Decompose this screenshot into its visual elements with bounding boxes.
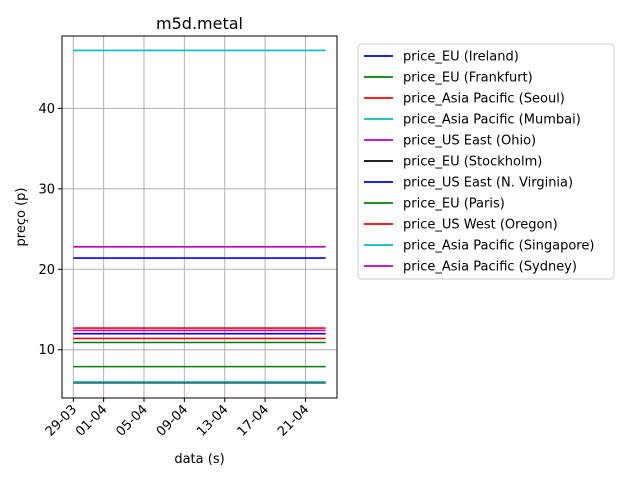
legend-entry: price_US East (Ohio) bbox=[403, 134, 536, 149]
legend-entry: price_Asia Pacific (Seoul) bbox=[403, 92, 565, 107]
legend-box bbox=[357, 43, 615, 280]
x-tick-label: 09-04 bbox=[154, 402, 191, 439]
y-tick-label: 10 bbox=[38, 343, 55, 358]
legend-entry: price_EU (Stockholm) bbox=[403, 155, 542, 170]
y-tick-label: 30 bbox=[38, 182, 55, 197]
legend-entry: price_US East (N. Virginia) bbox=[403, 176, 573, 191]
x-tick-label: 17-04 bbox=[235, 402, 272, 439]
legend-entry: price_Asia Pacific (Singapore) bbox=[403, 239, 594, 254]
y-axis-label: preço (p) bbox=[14, 188, 29, 247]
legend: price_EU (Ireland) price_EU (Frankfurt) pr… bbox=[357, 43, 615, 280]
y-tick-label: 20 bbox=[38, 263, 55, 278]
x-tick-label: 01-04 bbox=[73, 402, 110, 439]
legend-entry: price_Asia Pacific (Mumbai) bbox=[403, 113, 581, 128]
x-tick-label: 13-04 bbox=[194, 402, 231, 439]
x-tick-label: 05-04 bbox=[114, 402, 151, 439]
plot-area-frame bbox=[61, 35, 338, 399]
series-lines bbox=[73, 49, 326, 384]
legend-entry: price_EU (Paris) bbox=[403, 197, 505, 212]
x-tick-label: 21-04 bbox=[275, 402, 312, 439]
legend-entry: price_EU (Frankfurt) bbox=[403, 71, 533, 86]
legend-entry: price_EU (Ireland) bbox=[403, 50, 519, 65]
x-tick-label: 29-03 bbox=[43, 402, 80, 439]
grid-lines bbox=[62, 36, 337, 398]
chart-title: m5d.metal bbox=[156, 14, 243, 33]
y-axis-ticks: 10 20 30 40 bbox=[38, 102, 62, 358]
y-tick-label: 40 bbox=[38, 102, 55, 117]
legend-entry: price_US West (Oregon) bbox=[403, 218, 558, 233]
x-axis-label: data (s) bbox=[174, 452, 224, 467]
legend-entry: price_Asia Pacific (Sydney) bbox=[403, 260, 577, 275]
